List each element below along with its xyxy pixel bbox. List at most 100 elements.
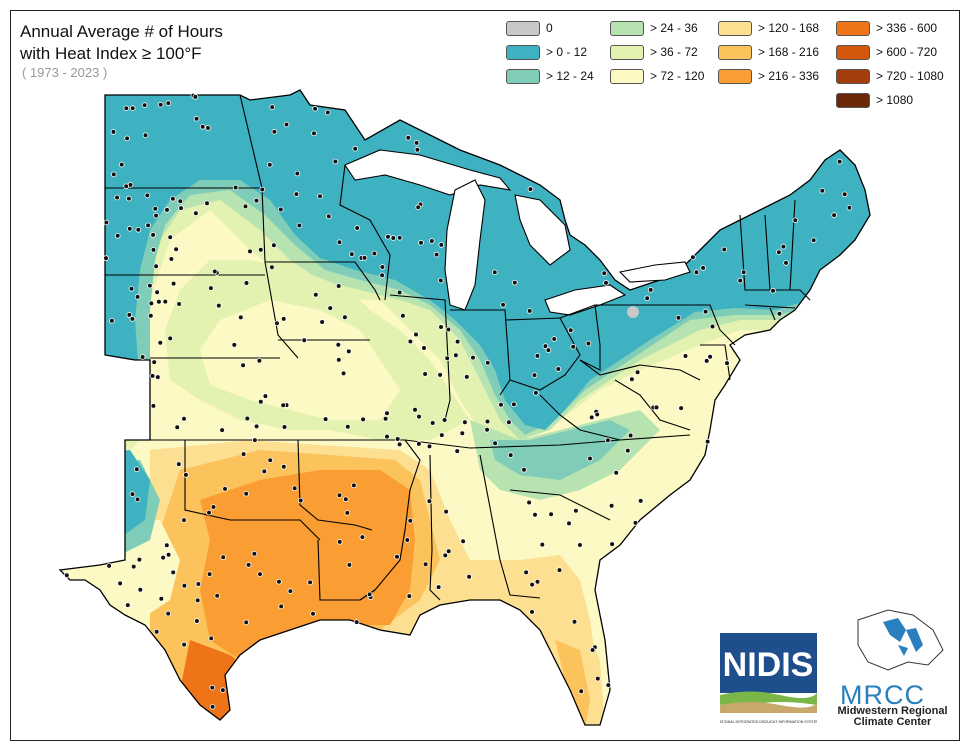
station-dot — [831, 212, 837, 218]
station-dot — [632, 520, 639, 526]
legend-label: > 0 - 12 — [546, 45, 588, 59]
station-dot — [141, 102, 148, 108]
station-dot — [675, 314, 682, 321]
station-dot — [609, 541, 615, 547]
station-dot — [220, 554, 227, 561]
station-dot — [707, 353, 713, 360]
station-dot — [382, 415, 389, 422]
station-dot — [526, 308, 533, 314]
station-dot — [142, 132, 149, 139]
station-dot — [443, 508, 449, 515]
station-dot — [259, 186, 266, 193]
station-dot — [613, 469, 619, 476]
station-markers — [64, 92, 853, 710]
station-dot — [412, 406, 418, 413]
station-dot — [243, 619, 250, 626]
station-dot — [158, 595, 165, 602]
station-dot — [192, 94, 199, 100]
station-dot — [438, 324, 444, 330]
station-dot — [126, 195, 132, 202]
station-dot — [147, 282, 153, 289]
station-dot — [199, 124, 206, 130]
legend-swatch — [836, 44, 870, 60]
station-dot — [165, 610, 172, 617]
station-dot — [555, 366, 562, 372]
station-dot — [222, 486, 228, 492]
station-dot — [253, 423, 260, 430]
legend-label: > 720 - 1080 — [876, 69, 944, 83]
station-dot — [152, 206, 159, 212]
station-dot — [721, 246, 728, 253]
station-dot — [442, 552, 449, 559]
station-dot — [678, 405, 684, 411]
station-dot — [836, 158, 843, 165]
station-dot — [194, 618, 200, 624]
station-dot — [242, 203, 249, 210]
station-dot — [379, 272, 385, 279]
station-dot — [154, 289, 160, 296]
station-dot — [109, 317, 115, 324]
mrcc-caption-line-2: Climate Center — [853, 716, 932, 728]
mrcc-caption: Midwestern Regional Climate Center — [830, 706, 955, 728]
station-dot — [332, 158, 339, 165]
station-dot — [421, 345, 427, 351]
station-dot — [181, 415, 187, 422]
station-dot — [459, 430, 466, 437]
station-dot — [212, 268, 218, 275]
station-dot — [134, 496, 141, 503]
station-dot — [148, 300, 155, 307]
station-dot — [384, 433, 390, 440]
station-dot — [137, 586, 144, 593]
title-line-1: Annual Average # of Hours — [20, 22, 223, 41]
station-dot — [359, 534, 366, 540]
station-dot — [157, 339, 164, 346]
station-dot — [396, 235, 403, 241]
station-dot — [134, 466, 140, 473]
station-dot — [128, 285, 135, 292]
station-dot — [418, 239, 424, 246]
station-dot — [176, 301, 182, 307]
station-dot — [344, 510, 351, 516]
station-dot — [110, 129, 117, 135]
legend-label: > 1080 — [876, 93, 914, 107]
station-dot — [243, 280, 250, 286]
station-dot — [149, 373, 156, 379]
station-dot — [276, 578, 282, 585]
station-dot — [422, 371, 428, 377]
station-dot — [178, 205, 184, 211]
station-dot — [529, 609, 535, 615]
station-dot — [153, 212, 159, 219]
station-dot — [124, 135, 130, 142]
station-dot — [195, 581, 202, 587]
station-dot — [511, 401, 517, 408]
station-dot — [629, 376, 635, 383]
station-dot — [523, 569, 529, 576]
legend-item: > 72 - 120 — [610, 67, 704, 85]
station-dot — [444, 355, 451, 362]
station-dot — [157, 101, 164, 108]
station-dot — [206, 571, 213, 577]
station-dot — [150, 247, 157, 253]
station-dot — [394, 436, 401, 442]
legend-item: > 36 - 72 — [610, 43, 698, 61]
station-dot — [244, 415, 251, 422]
station-dot — [130, 563, 137, 570]
station-dot — [703, 358, 710, 364]
station-dot — [422, 561, 429, 567]
station-dot — [269, 104, 276, 110]
station-dot — [400, 312, 406, 319]
station-dot — [394, 553, 400, 560]
station-dot — [396, 441, 403, 448]
station-dot — [484, 359, 491, 366]
station-dot — [177, 198, 184, 205]
station-dot — [162, 298, 169, 305]
legend-item: > 24 - 36 — [610, 19, 698, 37]
station-dot — [527, 186, 534, 192]
station-dot — [548, 511, 554, 518]
station-dot — [327, 305, 334, 311]
station-dot — [682, 353, 689, 359]
station-dot — [407, 517, 414, 524]
station-dot — [406, 593, 413, 599]
station-dot — [445, 326, 452, 333]
